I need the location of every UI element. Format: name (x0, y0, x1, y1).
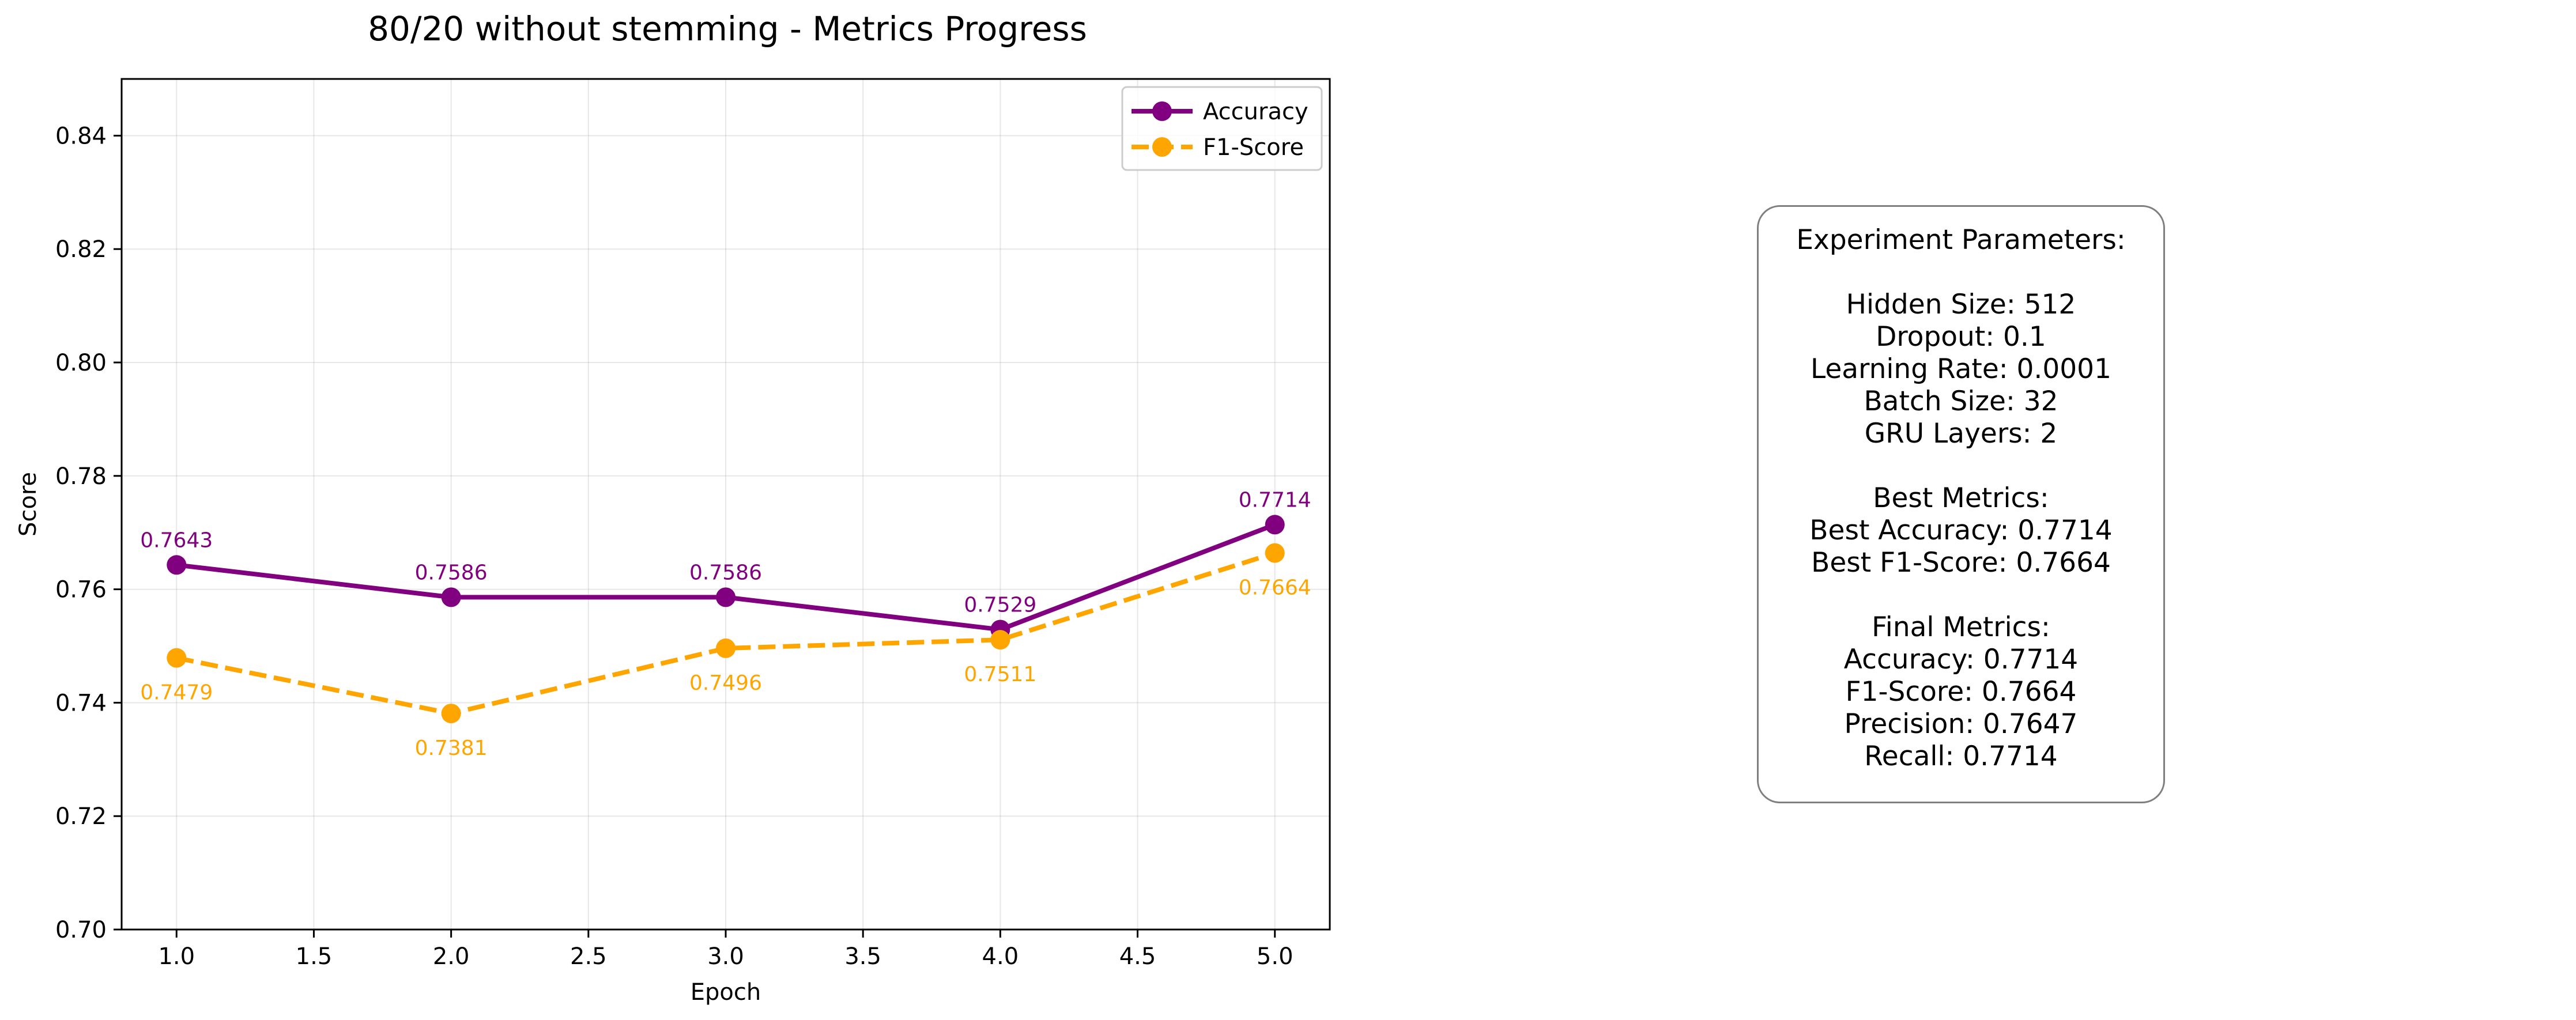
y-tick-label: 0.70 (55, 917, 107, 943)
point-f1-score (441, 704, 461, 724)
y-tick-label: 0.84 (55, 123, 107, 149)
final-accuracy-text: Accuracy: 0.7714 (1843, 644, 2079, 675)
final-f1-text: F1-Score: 0.7664 (1845, 676, 2077, 708)
x-axis-label: Epoch (691, 979, 761, 1006)
point-accuracy (441, 587, 461, 607)
data-label-accuracy: 0.7529 (964, 593, 1036, 617)
series-accuracy: 0.7643 0.7586 0.7586 0.7529 0.7714 (140, 488, 1311, 640)
y-axis-label: Score (15, 472, 42, 537)
legend-label-accuracy: Accuracy (1203, 99, 1308, 125)
final-recall-text: Recall: 0.7714 (1864, 741, 2058, 772)
data-label-f1-score: 0.7511 (964, 663, 1036, 686)
data-label-f1-score: 0.7479 (140, 681, 213, 705)
best-accuracy-text: Best Accuracy: 0.7714 (1809, 515, 2113, 546)
series-f1-score: 0.7479 0.7381 0.7496 0.7511 0.7664 (140, 543, 1311, 760)
y-tick-label: 0.76 (55, 577, 107, 603)
series-layer: 0.7643 0.7586 0.7586 0.7529 0.7714 0.7479 0.73… (140, 488, 1311, 760)
axis-ticks: 1.0 1.5 2.0 2.5 3.0 3.5 4.0 4.5 5.0 0.70 0.72 0.74 0… (55, 123, 1293, 970)
x-tick-label: 3.0 (707, 943, 744, 970)
final-precision-text: Precision: 0.7647 (1844, 708, 2078, 740)
y-tick-label: 0.80 (55, 350, 107, 376)
x-tick-label: 5.0 (1257, 943, 1293, 970)
x-tick-label: 4.0 (982, 943, 1019, 970)
point-f1-score (167, 648, 187, 668)
chart-title: 80/20 without stemming - Metrics Progres… (368, 9, 1087, 48)
gru-layers-text: GRU Layers: 2 (1864, 418, 2058, 449)
data-label-f1-score: 0.7496 (689, 671, 762, 695)
y-tick-label: 0.82 (55, 236, 107, 263)
x-tick-label: 1.0 (158, 943, 195, 970)
y-tick-label: 0.72 (55, 803, 107, 830)
data-label-accuracy: 0.7586 (415, 561, 488, 584)
experiment-parameters-box: Experiment Parameters: Hidden Size: 512 … (1757, 205, 2165, 803)
x-tick-label: 3.5 (844, 943, 881, 970)
data-label-accuracy: 0.7586 (689, 561, 762, 584)
best-f1-text: Best F1-Score: 0.7664 (1811, 547, 2111, 579)
legend-marker-f1-score (1152, 137, 1172, 157)
data-label-f1-score: 0.7664 (1239, 576, 1311, 600)
final-metrics-header: Final Metrics: (1872, 611, 2050, 643)
dropout-text: Dropout: 0.1 (1876, 321, 2046, 353)
y-tick-label: 0.78 (55, 463, 107, 490)
data-label-accuracy: 0.7714 (1239, 488, 1311, 512)
learning-rate-text: Learning Rate: 0.0001 (1811, 353, 2111, 385)
legend-label-f1-score: F1-Score (1203, 134, 1304, 161)
point-f1-score (716, 638, 736, 658)
hidden-size-text: Hidden Size: 512 (1846, 289, 2076, 320)
point-accuracy (167, 555, 187, 575)
batch-size-text: Batch Size: 32 (1864, 386, 2058, 417)
legend-marker-accuracy (1152, 101, 1172, 121)
point-accuracy (1265, 515, 1285, 535)
legend: Accuracy F1-Score (1121, 86, 1323, 171)
params-header: Experiment Parameters: (1796, 224, 2126, 256)
y-tick-label: 0.74 (55, 690, 107, 716)
x-tick-label: 2.0 (433, 943, 470, 970)
point-f1-score (1265, 543, 1285, 563)
grid-lines (122, 79, 1330, 930)
data-label-accuracy: 0.7643 (140, 528, 213, 552)
x-tick-label: 2.5 (570, 943, 607, 970)
point-f1-score (990, 630, 1010, 650)
data-label-f1-score: 0.7381 (415, 736, 488, 760)
x-tick-label: 4.5 (1119, 943, 1156, 970)
point-accuracy (716, 587, 736, 607)
x-tick-label: 1.5 (296, 943, 333, 970)
best-metrics-header: Best Metrics: (1873, 482, 2049, 514)
